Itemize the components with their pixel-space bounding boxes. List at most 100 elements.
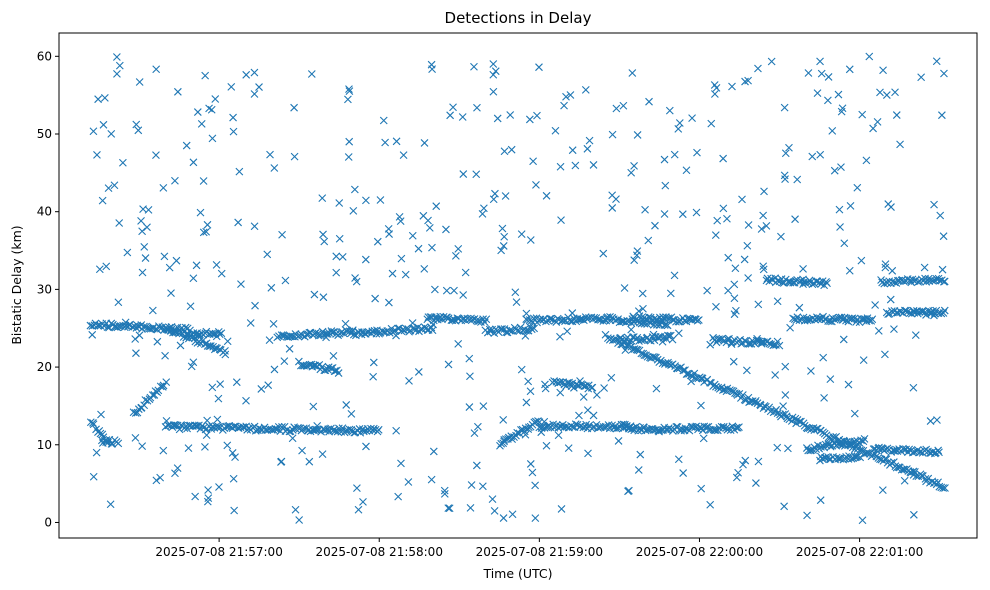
data-point: [263, 250, 272, 259]
data-point: [138, 268, 147, 277]
data-point: [881, 263, 890, 272]
data-point: [500, 232, 509, 241]
data-point: [808, 280, 817, 289]
data-point: [585, 136, 594, 145]
data-point: [118, 158, 127, 167]
data-point: [773, 443, 782, 452]
data-point: [752, 479, 760, 487]
data-point: [161, 351, 169, 360]
data-point: [816, 57, 824, 66]
data-point: [562, 92, 570, 101]
data-point: [420, 264, 429, 273]
data-point: [171, 469, 179, 478]
data-point: [886, 295, 895, 304]
data-point: [332, 252, 341, 261]
data-point: [489, 195, 498, 204]
data-point: [269, 320, 278, 328]
data-point: [537, 428, 546, 437]
data-point: [159, 183, 168, 192]
data-point: [909, 383, 918, 392]
data-point: [310, 290, 319, 299]
data-point: [933, 416, 941, 424]
data-point: [451, 251, 460, 260]
data-point: [734, 468, 743, 477]
data-point: [110, 181, 119, 190]
data-point: [732, 423, 741, 432]
data-point: [732, 473, 741, 482]
data-point: [660, 155, 669, 164]
data-point: [546, 314, 554, 323]
data-point: [408, 231, 417, 240]
data-point: [795, 417, 804, 426]
data-point: [521, 332, 530, 340]
data-point: [173, 464, 182, 473]
data-point: [214, 328, 223, 336]
data-point: [159, 446, 168, 455]
data-point: [644, 313, 653, 321]
data-point: [479, 402, 488, 410]
data-point: [465, 403, 474, 411]
data-point: [730, 294, 739, 303]
data-point: [227, 82, 236, 91]
data-point: [508, 510, 517, 519]
data-point: [599, 423, 608, 431]
data-point: [757, 225, 766, 233]
data-point: [332, 268, 341, 277]
data-point: [123, 248, 132, 257]
y-tick-label: 50: [37, 127, 52, 141]
data-point: [298, 446, 306, 455]
data-point: [311, 425, 320, 434]
data-point: [670, 150, 679, 159]
data-point: [459, 170, 468, 178]
data-point: [531, 481, 540, 490]
data-point: [636, 450, 645, 459]
data-point: [450, 286, 458, 295]
data-point: [89, 420, 98, 429]
data-point: [496, 325, 505, 333]
data-point: [812, 424, 821, 433]
data-point: [754, 457, 763, 466]
data-point: [697, 401, 705, 410]
data-point: [425, 224, 434, 232]
data-point: [735, 423, 743, 431]
data-point: [196, 208, 205, 217]
data-point: [710, 90, 719, 98]
data-point: [497, 246, 506, 255]
data-point: [162, 416, 171, 425]
data-point: [816, 150, 825, 159]
data-point: [131, 433, 140, 442]
data-point: [834, 90, 843, 99]
data-point: [270, 365, 279, 374]
data-point: [444, 360, 453, 369]
data-point: [571, 161, 580, 170]
data-point: [873, 117, 882, 126]
data-point: [513, 428, 522, 437]
data-point: [231, 453, 239, 462]
data-point: [230, 506, 239, 515]
data-point: [305, 457, 314, 466]
data-point: [627, 325, 636, 334]
data-point: [211, 95, 220, 103]
data-point: [488, 495, 497, 504]
data-point: [852, 318, 860, 326]
data-point: [589, 161, 598, 169]
data-point: [369, 358, 378, 367]
data-point: [388, 269, 397, 278]
data-point: [381, 138, 390, 147]
data-point: [313, 422, 322, 430]
data-point: [368, 327, 377, 336]
data-point: [270, 164, 279, 172]
data-point: [556, 332, 564, 341]
data-point: [649, 353, 657, 361]
data-point: [309, 402, 318, 411]
data-point: [213, 415, 222, 424]
data-point: [542, 317, 550, 326]
data-point: [320, 237, 329, 246]
data-point: [730, 310, 739, 319]
data-point: [679, 469, 688, 477]
data-point: [153, 337, 162, 346]
data-point: [500, 437, 508, 446]
data-point: [565, 378, 573, 387]
data-point: [228, 449, 237, 457]
data-point: [752, 336, 761, 345]
